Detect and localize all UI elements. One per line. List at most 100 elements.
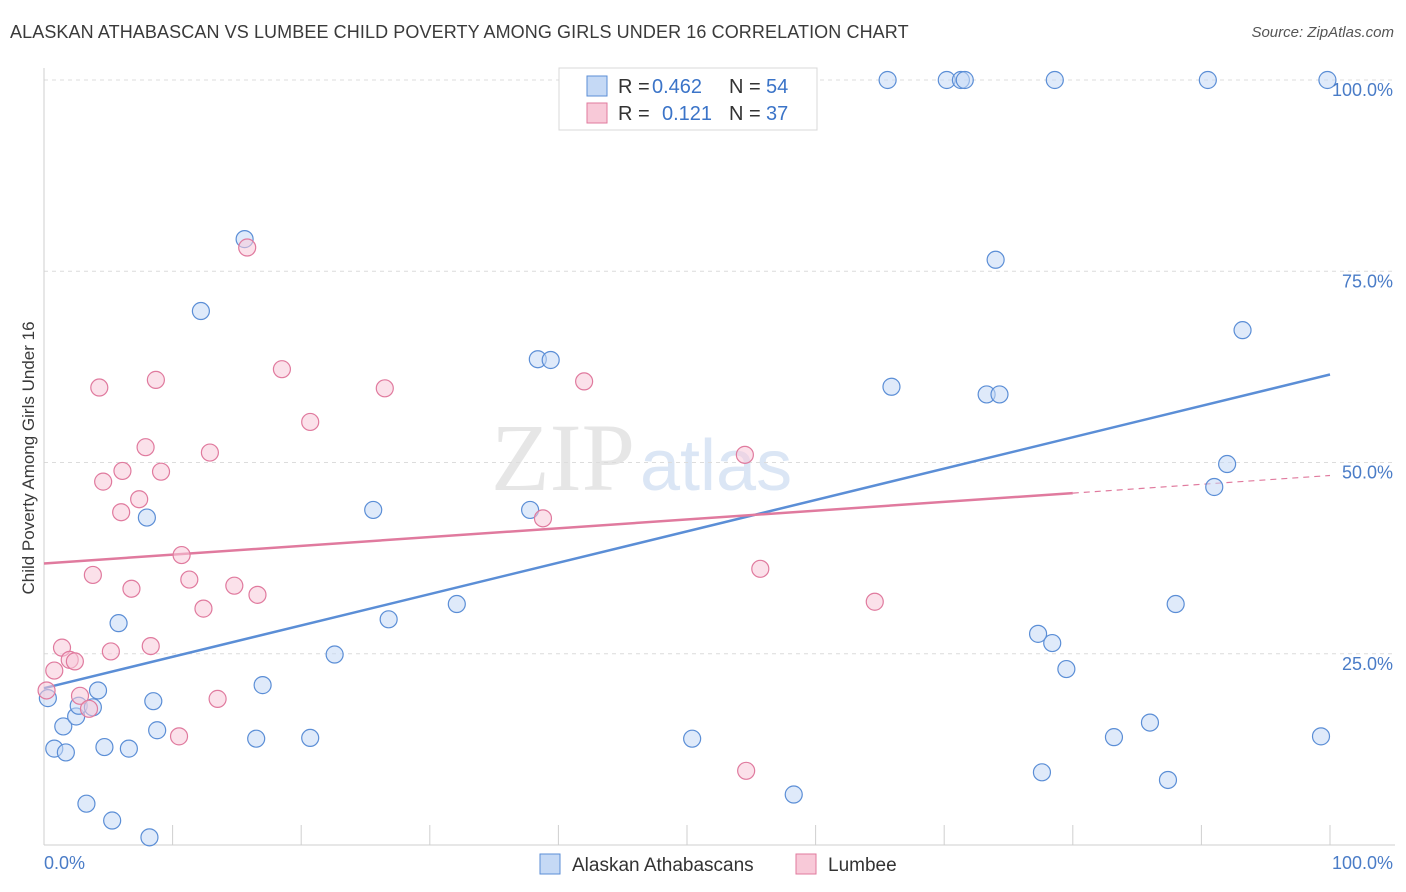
watermark-zip: ZIP <box>491 404 635 511</box>
point-series1-17 <box>146 370 165 389</box>
gridlines <box>44 79 1395 655</box>
point-series0-52 <box>1311 727 1331 746</box>
point-series0-16 <box>137 508 156 527</box>
point-series0-6 <box>77 794 96 813</box>
chart-source: Source: ZipAtlas.com <box>1251 24 1394 41</box>
point-series0-43 <box>1045 70 1064 90</box>
point-series0-49 <box>1205 477 1224 497</box>
point-series0-32 <box>882 377 901 396</box>
point-series0-25 <box>447 594 466 614</box>
point-series1-5 <box>70 686 90 705</box>
x-tick-labels: 0.0% 100.0% <box>44 853 1393 873</box>
point-series1-7 <box>83 565 102 585</box>
point-series0-13 <box>140 828 159 847</box>
trend-line-series-0 <box>43 373 1331 690</box>
y-tick-label-2: 75.0% <box>1342 271 1393 291</box>
legend-r-label-2: R = <box>618 103 650 125</box>
point-series0-28 <box>541 350 560 370</box>
point-series1-4 <box>65 652 84 671</box>
legend-n-value-1: 54 <box>766 76 788 98</box>
series-legend-label-lumbee: Lumbee <box>828 855 897 876</box>
legend-n-value-2: 37 <box>766 103 788 125</box>
point-series0-24 <box>379 610 398 629</box>
point-series1-18 <box>151 462 171 481</box>
point-series1-23 <box>200 443 219 462</box>
point-series1-20 <box>172 545 191 565</box>
stats-legend: R = 0.462 N = 54 R = 0.121 N = 37 <box>558 67 818 131</box>
point-series0-42 <box>1057 659 1076 679</box>
point-series0-31 <box>878 70 897 90</box>
point-series1-32 <box>575 372 594 391</box>
point-series1-11 <box>112 503 131 522</box>
legend-swatch-lumbee <box>586 102 608 124</box>
point-series1-25 <box>225 576 244 595</box>
point-series1-6 <box>79 699 99 718</box>
point-series1-14 <box>130 490 149 509</box>
point-series0-22 <box>325 645 344 664</box>
point-series1-15 <box>136 438 155 457</box>
point-series0-19 <box>247 729 266 748</box>
series-legend-label-athabascan: Alaskan Athabascans <box>572 855 754 876</box>
watermark-atlas: atlas <box>640 426 792 506</box>
point-series0-45 <box>1140 713 1160 732</box>
watermark: ZIP atlas <box>491 404 792 511</box>
x-tick-label-max: 100.0% <box>1332 853 1393 873</box>
point-series0-14 <box>144 692 163 711</box>
point-series1-35 <box>751 559 770 578</box>
point-series1-8 <box>90 378 109 397</box>
point-series1-1 <box>45 661 64 680</box>
point-series0-30 <box>784 785 803 804</box>
point-series0-29 <box>683 729 702 748</box>
trend-lines <box>43 373 1331 690</box>
legend-r-label-1: R = <box>618 76 650 98</box>
point-series0-35 <box>955 70 974 90</box>
point-series0-38 <box>990 385 1009 404</box>
series-0-points <box>38 70 1337 847</box>
point-series0-26 <box>521 500 540 520</box>
point-series1-24 <box>208 689 227 708</box>
x-tick-label-min: 0.0% <box>44 853 85 873</box>
point-series1-29 <box>301 412 320 432</box>
point-series1-27 <box>248 585 267 604</box>
point-series1-21 <box>180 570 199 589</box>
point-series0-8 <box>88 681 108 700</box>
point-series0-44 <box>1104 728 1124 747</box>
point-series1-22 <box>194 599 213 618</box>
point-series0-23 <box>364 500 383 520</box>
legend-n-label-1: N = <box>729 76 761 98</box>
point-series0-2 <box>54 717 73 736</box>
axes <box>43 68 1395 846</box>
point-series0-50 <box>1218 454 1237 474</box>
point-series0-46 <box>1158 770 1178 790</box>
point-series1-34 <box>737 761 756 780</box>
point-series0-41 <box>1043 633 1062 653</box>
legend-n-label-2: N = <box>729 103 761 125</box>
point-series0-47 <box>1166 594 1185 614</box>
point-series0-20 <box>253 676 272 695</box>
data-points <box>37 70 1337 847</box>
y-tick-label-1: 50.0% <box>1342 463 1393 483</box>
legend-r-value-2: 0.121 <box>662 103 712 125</box>
point-series1-28 <box>272 360 292 379</box>
point-series1-30 <box>375 379 394 398</box>
point-series0-15 <box>148 721 167 740</box>
y-tick-label-0: 25.0% <box>1342 654 1393 674</box>
point-series0-11 <box>109 614 128 633</box>
point-series1-19 <box>169 727 189 746</box>
y-tick-labels: 25.0% 50.0% 75.0% 100.0% <box>1332 80 1393 674</box>
point-series0-51 <box>1233 321 1252 340</box>
point-series0-17 <box>191 301 210 321</box>
trend-line-series-1 <box>43 491 1073 565</box>
trend-line-dashed-series-1 <box>1072 474 1331 494</box>
point-series1-10 <box>101 642 120 661</box>
point-series0-21 <box>301 728 320 748</box>
point-series1-26 <box>238 238 257 257</box>
point-series1-12 <box>113 461 132 481</box>
point-series0-9 <box>95 737 114 757</box>
point-series1-9 <box>94 472 113 491</box>
point-series0-48 <box>1198 70 1217 90</box>
point-series0-3 <box>56 743 75 762</box>
chart-title: ALASKAN ATHABASCAN VS LUMBEE CHILD POVER… <box>10 22 909 42</box>
point-series0-12 <box>119 739 138 758</box>
